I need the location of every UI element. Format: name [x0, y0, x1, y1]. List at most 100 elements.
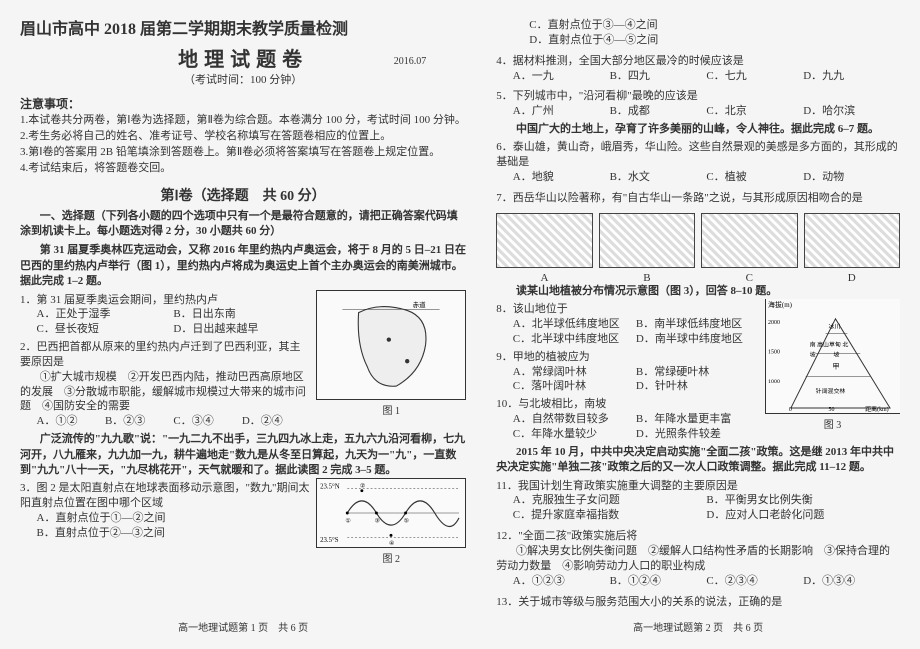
- question-12: 12．"全面二孩"政策实施后将 ①解决男女比例失衡问题 ②缓解人口结构性矛盾的长…: [496, 529, 900, 588]
- q10-opt: B．年降水量更丰富: [636, 412, 759, 427]
- svg-text:冰川: 冰川: [829, 323, 841, 331]
- geo-diagram-c: [701, 213, 797, 268]
- q2-stem: 2．巴西把首都从原来的里约热内卢迁到了巴西利亚，其主要原因是: [20, 340, 310, 370]
- q13-stem: 13．关于城市等级与服务范围大小的关系的说法，正确的是: [496, 595, 900, 610]
- q12-opt: C．②③④: [706, 574, 803, 589]
- page-footer-right: 高一地理试题第 2 页 共 6 页: [496, 613, 900, 634]
- q12-stem: 12．"全面二孩"政策实施后将: [496, 529, 900, 544]
- geology-diagrams: [496, 213, 900, 268]
- q9-opt: B．常绿硬叶林: [636, 365, 759, 380]
- geo-label: D: [804, 272, 900, 284]
- q7-stem: 7．西岳华山以险著称，有"自古华山一条路"之说，与其形成原因相吻合的是: [496, 191, 900, 206]
- q2-opt: B．②③: [105, 414, 173, 429]
- notice-item: 1.本试卷共分两卷，第Ⅰ卷为选择题，第Ⅱ卷为综合题。本卷满分 100 分，考试时…: [20, 113, 466, 128]
- q1-stem: 1．第 31 届夏季奥运会期间，里约热内卢: [20, 293, 310, 308]
- q6-stem: 6．泰山雄，黄山奇，峨眉秀，华山险。这些自然景观的美感是多方面的，其形成的基础是: [496, 140, 900, 170]
- notice-item: 4.考试结束后，将答题卷交回。: [20, 161, 466, 176]
- notice-item: 3.第Ⅰ卷的答案用 2B 铅笔填涂到答题卷上。第Ⅱ卷必须将答案填写在答题卷上规定…: [20, 145, 466, 160]
- q5-opt: B．成都: [610, 104, 707, 119]
- q2-opt: C．③④: [173, 414, 241, 429]
- svg-text:距离(km): 距离(km): [865, 405, 888, 413]
- q11-opt: A．克服独生子女问题: [513, 493, 707, 508]
- figure-1-map: 赤道: [316, 290, 466, 400]
- svg-text:坡 坡: 坡 坡: [810, 351, 840, 359]
- q11-opt: D．应对人口老龄化问题: [706, 508, 900, 523]
- notice-block: 注意事项： 1.本试卷共分两卷，第Ⅰ卷为选择题，第Ⅱ卷为综合题。本卷满分 100…: [20, 95, 466, 177]
- svg-text:50: 50: [829, 407, 835, 413]
- axis-label-s: 23.5°S: [320, 537, 339, 544]
- figure-1-container: 赤道 图 1: [316, 290, 466, 417]
- q5-opt: D．哈尔滨: [803, 104, 900, 119]
- q4-opt: B．四九: [610, 69, 707, 84]
- q3-with-figure: 3．图 2 是太阳直射点在地球表面移动示意图，"数九"期间太阳直射点位置在图中哪…: [20, 478, 466, 565]
- q1-opt: C．昼长夜短: [37, 322, 174, 337]
- axis-label-n: 23.5°N: [320, 484, 340, 491]
- figure-1-label: 图 1: [316, 402, 466, 417]
- question-13: 13．关于城市等级与服务范围大小的关系的说法，正确的是: [496, 595, 900, 610]
- geo-diagram-d: [804, 213, 900, 268]
- question-2: 2．巴西把首都从原来的里约热内卢迁到了巴西利亚，其主要原因是 ①扩大城市规模 ②…: [20, 340, 310, 429]
- notice-item: 2.考生务必将自己的姓名、准考证号、学校名称填写在答题卷相应的位置上。: [20, 129, 466, 144]
- q2-subopts: ①扩大城市规模 ②开发巴西内陆，推动巴西高原地区的发展 ③分散城市职能，缓解城市…: [20, 370, 310, 415]
- q12-opt: D．①③④: [803, 574, 900, 589]
- question-5: 5．下列城市中，"沿河看柳"最晚的应该是 A．广州 B．成都 C．北京 D．哈尔…: [496, 89, 900, 119]
- q3-opt: D．直射点位于④—⑤之间: [529, 33, 900, 48]
- q1-opt: D．日出越来越早: [173, 322, 310, 337]
- q12-opt: A．①②③: [513, 574, 610, 589]
- geo-label: A: [496, 272, 592, 284]
- q11-opt: B．平衡男女比例失衡: [706, 493, 900, 508]
- passage-2: 广泛流传的"九九歌"说："一九二九不出手，三九四九冰上走，五九六九沿河看柳，七九…: [20, 432, 466, 478]
- figure-2-container: 23.5°N 23.5°S ① ② ③ ④ ⑤ 图 2: [316, 478, 466, 565]
- right-column: C．直射点位于③—④之间 D．直射点位于④—⑤之间 4．据材料推测，全国大部分地…: [496, 15, 900, 634]
- figure-2-sine: 23.5°N 23.5°S ① ② ③ ④ ⑤: [316, 478, 466, 548]
- svg-text:0: 0: [789, 407, 792, 413]
- notice-heading: 注意事项：: [20, 96, 466, 112]
- passage-5: 2015 年 10 月，中共中央决定启动实施"全面二孩"政策。这是继 2013 …: [496, 445, 900, 476]
- q3-opt: A．直射点位于①—②之间: [37, 511, 311, 526]
- question-9: 9．甲地的植被应为 A．常绿阔叶林 B．常绿硬叶林 C．落叶阔叶林 D．针叶林: [496, 350, 759, 395]
- geo-label: C: [701, 272, 797, 284]
- q8-opt: C．北半球中纬度地区: [513, 332, 636, 347]
- question-6: 6．泰山雄，黄山奇，峨眉秀，华山险。这些自然景观的美感是多方面的，其形成的基础是…: [496, 140, 900, 185]
- passage-4: 读某山地植被分布情况示意图（图 3），回答 8–10 题。: [496, 284, 900, 299]
- geology-labels: A B C D: [496, 272, 900, 284]
- svg-text:1500: 1500: [768, 350, 780, 356]
- q5-opt: C．北京: [706, 104, 803, 119]
- q5-stem: 5．下列城市中，"沿河看柳"最晚的应该是: [496, 89, 900, 104]
- q5-opt: A．广州: [513, 104, 610, 119]
- q6-opt: A．地貌: [513, 170, 610, 185]
- svg-text:①: ①: [346, 518, 351, 525]
- q1-q2-with-figure: 1．第 31 届夏季奥运会期间，里约热内卢 A．正处于湿季 B．日出东南 C．昼…: [20, 290, 466, 433]
- exam-title: 眉山市高中 2018 届第二学期期末教学质量检测: [20, 15, 466, 39]
- q8-opt: A．北半球低纬度地区: [513, 317, 636, 332]
- left-column: 眉山市高中 2018 届第二学期期末教学质量检测 地理试题卷 2016.07 （…: [20, 15, 466, 634]
- q9-stem: 9．甲地的植被应为: [496, 350, 759, 365]
- q10-opt: C．年降水量较少: [513, 427, 636, 442]
- svg-text:④: ④: [389, 540, 394, 547]
- svg-text:海拔(m): 海拔(m): [768, 300, 792, 309]
- q3-opt: B．直射点位于②—③之间: [37, 526, 311, 541]
- question-1: 1．第 31 届夏季奥运会期间，里约热内卢 A．正处于湿季 B．日出东南 C．昼…: [20, 293, 310, 338]
- q9-opt: A．常绿阔叶林: [513, 365, 636, 380]
- geo-diagram-b: [599, 213, 695, 268]
- svg-text:③: ③: [375, 518, 380, 525]
- q3-stem: 3．图 2 是太阳直射点在地球表面移动示意图，"数九"期间太阳直射点位置在图中哪…: [20, 481, 310, 511]
- q4-stem: 4．据材料推测，全国大部分地区最冷的时候应该是: [496, 54, 900, 69]
- svg-text:②: ②: [360, 483, 365, 490]
- q6-opt: B．水文: [610, 170, 707, 185]
- q11-opt: C．提升家庭幸福指数: [513, 508, 707, 523]
- q12-opt: B．①②④: [610, 574, 707, 589]
- q3-opt: C．直射点位于③—④之间: [529, 18, 900, 33]
- q4-opt: C．七九: [706, 69, 803, 84]
- q4-opt: D．九九: [803, 69, 900, 84]
- q8-opt: B．南半球低纬度地区: [636, 317, 759, 332]
- q12-sub: ①解决男女比例失衡问题 ②缓解人口结构性矛盾的长期影响 ③保持合理的劳动力数量 …: [496, 544, 900, 574]
- question-11: 11．我国计划生育政策实施重大调整的主要原因是 A．克服独生子女问题 B．平衡男…: [496, 479, 900, 524]
- q1-opt: B．日出东南: [173, 307, 310, 322]
- svg-text:⑤: ⑤: [404, 518, 409, 525]
- q8-opt: D．南半球中纬度地区: [636, 332, 759, 347]
- page-footer-left: 高一地理试题第 1 页 共 6 页: [20, 613, 466, 634]
- q9-opt: D．针叶林: [636, 379, 759, 394]
- q2-opt: D．②④: [242, 414, 310, 429]
- question-7: 7．西岳华山以险著称，有"自古华山一条路"之说，与其形成原因相吻合的是: [496, 191, 900, 206]
